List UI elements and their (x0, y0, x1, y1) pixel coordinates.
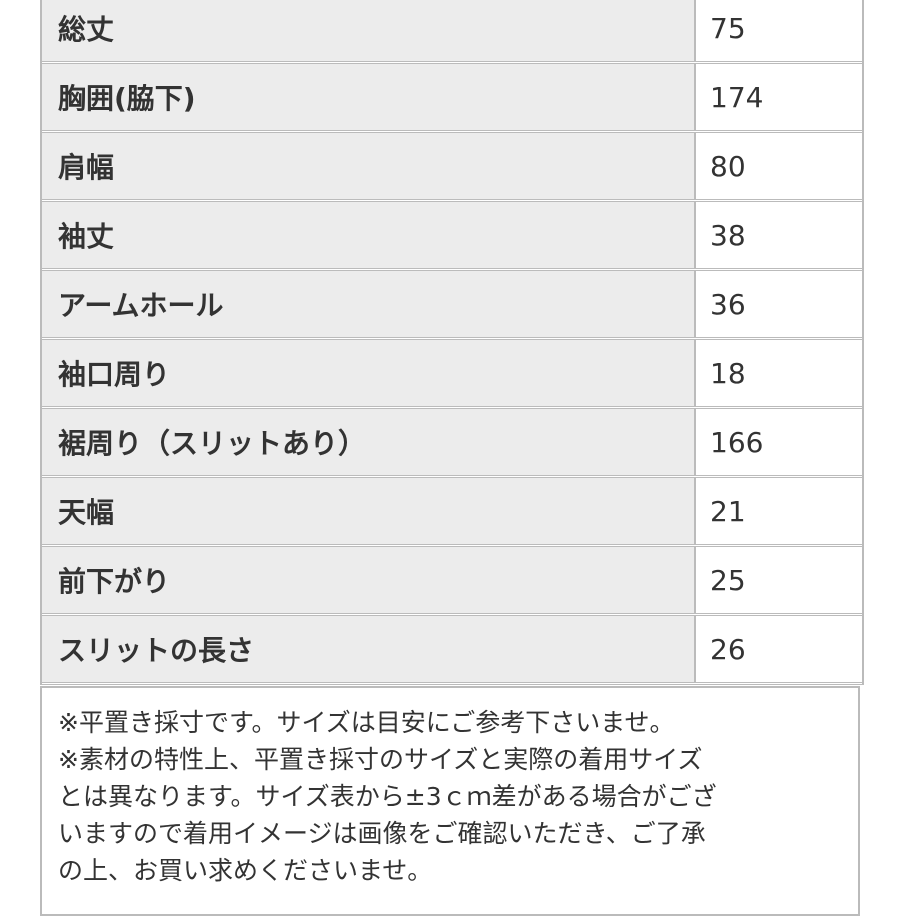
table-row: 総丈 75 (42, 0, 862, 64)
note-line: ※平置き採寸です。サイズは目安にご参考下さいませ。 (58, 708, 675, 737)
row-value: 36 (710, 287, 746, 321)
row-value: 75 (710, 11, 746, 45)
row-label: 袖丈 (42, 202, 696, 268)
row-value: 25 (710, 563, 746, 597)
note-line: の上、お買い求めくださいませ。 (58, 856, 433, 885)
row-label: 前下がり (42, 547, 696, 613)
row-label: 総丈 (42, 0, 696, 61)
table-row: 天幅 21 (42, 478, 862, 547)
row-label: 肩幅 (42, 133, 696, 199)
row-label: 天幅 (42, 478, 696, 544)
note-line: いますので着用イメージは画像をご確認いただき、ご了承 (58, 819, 706, 848)
table-row: 前下がり 25 (42, 547, 862, 616)
row-value: 166 (710, 425, 764, 459)
row-value: 26 (710, 632, 746, 666)
row-label: 胸囲(脇下) (42, 64, 696, 130)
row-value: 21 (710, 494, 746, 528)
notes-box: ※平置き採寸です。サイズは目安にご参考下さいませ。 ※素材の特性上、平置き採寸のサ… (40, 686, 860, 916)
size-table: 総丈 75 胸囲(脇下) 174 肩幅 80 袖丈 38 アームホール 36 袖口周り 18 裾周り（ス… (40, 0, 864, 685)
row-value: 18 (710, 356, 746, 390)
table-row: 肩幅 80 (42, 133, 862, 202)
row-value: 174 (710, 80, 764, 114)
table-row: アームホール 36 (42, 271, 862, 340)
row-label: アームホール (42, 271, 696, 337)
note-line: ※素材の特性上、平置き採寸のサイズと実際の着用サイズ (58, 745, 703, 774)
row-label: 裾周り（スリットあり） (42, 409, 696, 475)
table-row: 胸囲(脇下) 174 (42, 64, 862, 133)
row-value: 80 (710, 149, 746, 183)
row-label: スリットの長さ (42, 616, 696, 682)
table-row: スリットの長さ 26 (42, 616, 862, 685)
table-row: 袖口周り 18 (42, 340, 862, 409)
table-row: 袖丈 38 (42, 202, 862, 271)
table-row: 裾周り（スリットあり） 166 (42, 409, 862, 478)
row-label: 袖口周り (42, 340, 696, 406)
row-value: 38 (710, 218, 746, 252)
note-line: とは異なります。サイズ表から±3ｃｍ差がある場合がござ (58, 782, 717, 811)
